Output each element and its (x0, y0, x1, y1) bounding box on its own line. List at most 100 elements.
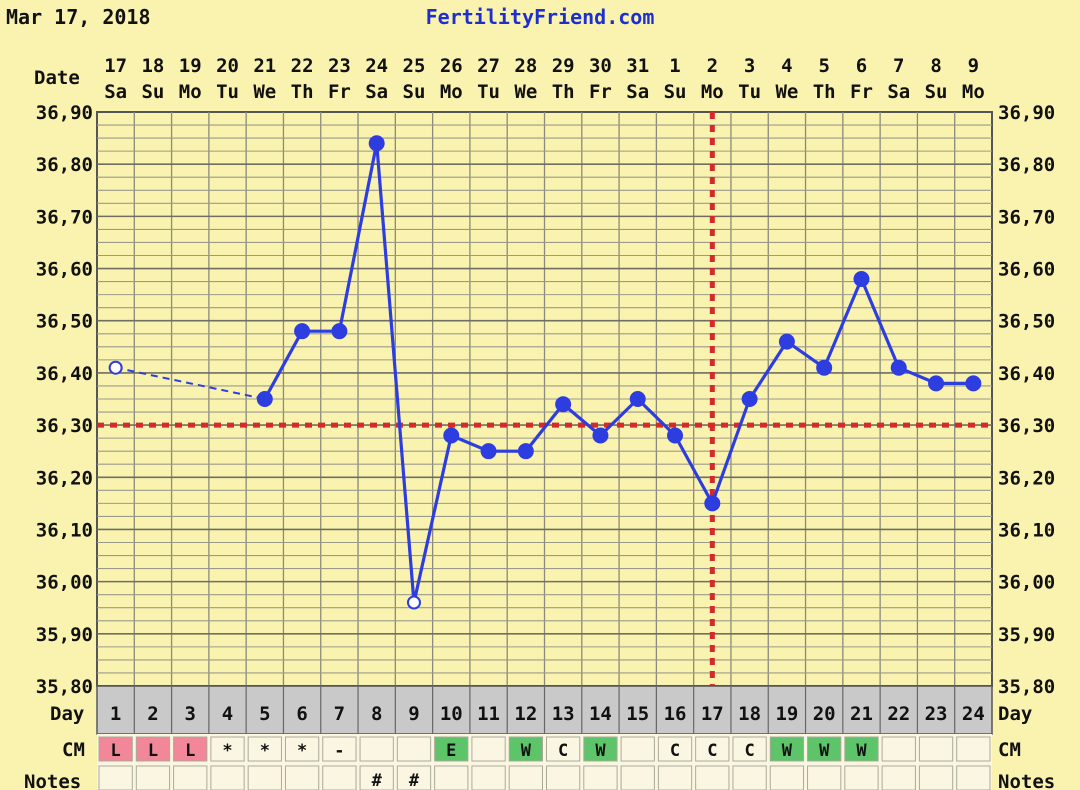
cycle-day-label: 23 (925, 703, 948, 725)
cm-value: W (595, 741, 606, 761)
y-tick-label-left: 36,80 (36, 154, 93, 176)
notes-cell (284, 765, 320, 790)
cycle-day-label: 8 (371, 703, 382, 725)
temperature-line-dashed (115, 366, 266, 400)
chart-date: Mar 17, 2018 (6, 5, 151, 29)
notes-cell (546, 765, 581, 790)
notes-cell (918, 765, 954, 790)
date-label: 8 (930, 55, 941, 77)
cm-cell (732, 736, 767, 762)
weekday-label: Th (291, 81, 314, 103)
cm-cell (583, 736, 618, 762)
date-label: 29 (552, 55, 575, 77)
y-tick-label-left: 36,40 (36, 363, 93, 385)
temperature-line (263, 141, 974, 605)
notes-row-label-right: Notes (998, 771, 1055, 790)
weekday-label: Mo (440, 81, 463, 103)
cycle-day-label: 6 (296, 703, 307, 725)
cycle-day-label: 20 (813, 703, 836, 725)
day-row-label-right: Day (998, 703, 1032, 725)
temperature-point (480, 443, 497, 460)
cycle-day-label: 15 (626, 703, 649, 725)
cm-cell (135, 736, 171, 762)
cm-value: L (111, 741, 121, 761)
date-label: 28 (514, 55, 537, 77)
weekday-label: Fr (589, 81, 612, 103)
notes-cell (98, 765, 133, 790)
cm-cell (807, 736, 842, 762)
y-tick-label-right: 36,10 (998, 519, 1055, 541)
cm-cell (359, 736, 394, 762)
cm-cell (284, 736, 320, 762)
y-tick-label-right: 36,00 (998, 572, 1055, 594)
date-label: 31 (626, 55, 649, 77)
temperature-point (667, 427, 684, 444)
notes-cell (135, 765, 171, 790)
date-label: 9 (968, 55, 979, 77)
weekday-label: Mo (962, 81, 985, 103)
temperature-point (890, 359, 907, 376)
plot-grid (96, 111, 993, 687)
notes-cell (583, 765, 618, 790)
notes-cell (956, 765, 991, 790)
y-axis-right: 36,90 36,80 36,70 36,60 36,50 36,40 36,30 36,20… (998, 102, 1055, 698)
cm-cell (98, 736, 133, 762)
weekday-label: Fr (328, 81, 351, 103)
notes-cell (769, 765, 805, 790)
notes-cell (807, 765, 842, 790)
y-tick-label-left: 36,00 (36, 572, 93, 594)
date-label: 3 (744, 55, 755, 77)
cycle-day-label: 11 (477, 703, 500, 725)
site-name[interactable]: FertilityFriend.com (426, 5, 655, 29)
temperature-point-open (108, 360, 123, 375)
weekday-label: Su (403, 81, 426, 103)
cm-value: C (558, 741, 568, 761)
temperature-point (331, 323, 348, 340)
notes-cell (173, 765, 208, 790)
cm-value: W (819, 741, 830, 761)
weekday-label: Sa (626, 81, 649, 103)
cm-row-label-right: CM (998, 739, 1021, 761)
y-tick-label-left: 36,10 (36, 519, 93, 541)
cycle-day-label: 17 (701, 703, 724, 725)
date-label: 5 (818, 55, 829, 77)
y-tick-label-left: 36,90 (36, 102, 93, 124)
temperature-point (256, 391, 273, 407)
cm-cell (844, 736, 879, 762)
cm-value: W (782, 741, 793, 761)
date-label: 22 (291, 55, 314, 77)
temperature-point (928, 375, 945, 392)
temperature-point (778, 333, 795, 350)
note-value: # (372, 771, 383, 790)
temperature-point-open (406, 595, 421, 610)
weekday-label: Tu (216, 81, 239, 103)
date-row-label: Date (34, 67, 80, 89)
cycle-day-label: 1 (110, 703, 121, 725)
cm-cell (695, 736, 730, 762)
notes-cell (508, 765, 544, 790)
temperature-point (629, 391, 646, 407)
date-label: 23 (328, 55, 351, 77)
weekday-label: Su (925, 81, 948, 103)
y-tick-label-right: 36,30 (998, 415, 1055, 437)
temperature-series (108, 135, 982, 610)
note-value: # (409, 771, 420, 790)
bottom-rows: 1 2 3 4 5 6 7 8 9 10 11 12 13 14 15 16 17 18 19 20 21 22 23 24L… (96, 685, 993, 790)
cm-value: * (222, 741, 232, 761)
cycle-day-label: 7 (334, 703, 345, 725)
notes-cell (247, 765, 282, 790)
cm-cell (956, 736, 991, 762)
cm-value: * (297, 741, 307, 761)
notes-cell (471, 765, 506, 790)
y-tick-label-left: 36,70 (36, 206, 93, 228)
y-tick-label-right: 36,90 (998, 102, 1055, 124)
notes-cell (210, 765, 245, 790)
date-label: 26 (440, 55, 463, 77)
cm-cell (322, 736, 357, 762)
weekday-label: We (775, 81, 798, 103)
notes-cell (322, 765, 357, 790)
cm-cell (508, 736, 544, 762)
cm-value: L (185, 741, 195, 761)
temperature-point (816, 359, 833, 376)
reference-lines (97, 112, 992, 760)
